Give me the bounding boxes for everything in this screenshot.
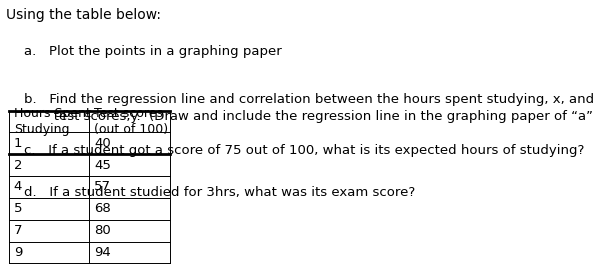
Text: c.   If a student got a score of 75 out of 100, what is its expected hours of st: c. If a student got a score of 75 out of… — [24, 144, 584, 157]
Text: a.   Plot the points in a graphing paper: a. Plot the points in a graphing paper — [24, 45, 281, 58]
Text: 94: 94 — [94, 246, 111, 259]
Text: 7: 7 — [14, 224, 22, 237]
Text: Using the table below:: Using the table below: — [6, 8, 161, 22]
Text: 57: 57 — [94, 181, 111, 193]
Text: 68: 68 — [94, 202, 111, 215]
Text: 2: 2 — [14, 159, 22, 172]
Text: Hours Spent
Studying: Hours Spent Studying — [14, 107, 90, 136]
Text: 4: 4 — [14, 181, 22, 193]
Text: 5: 5 — [14, 202, 22, 215]
Text: 80: 80 — [94, 224, 111, 237]
Text: 1: 1 — [14, 137, 22, 150]
Text: 40: 40 — [94, 137, 111, 150]
Text: 9: 9 — [14, 246, 22, 259]
Text: Test scores
(out of 100): Test scores (out of 100) — [94, 107, 168, 136]
Text: d.   If a student studied for 3hrs, what was its exam score?: d. If a student studied for 3hrs, what w… — [24, 186, 415, 199]
Text: b.   Find the regression line and correlation between the hours spent studying, : b. Find the regression line and correlat… — [24, 93, 595, 123]
Text: 45: 45 — [94, 159, 111, 172]
